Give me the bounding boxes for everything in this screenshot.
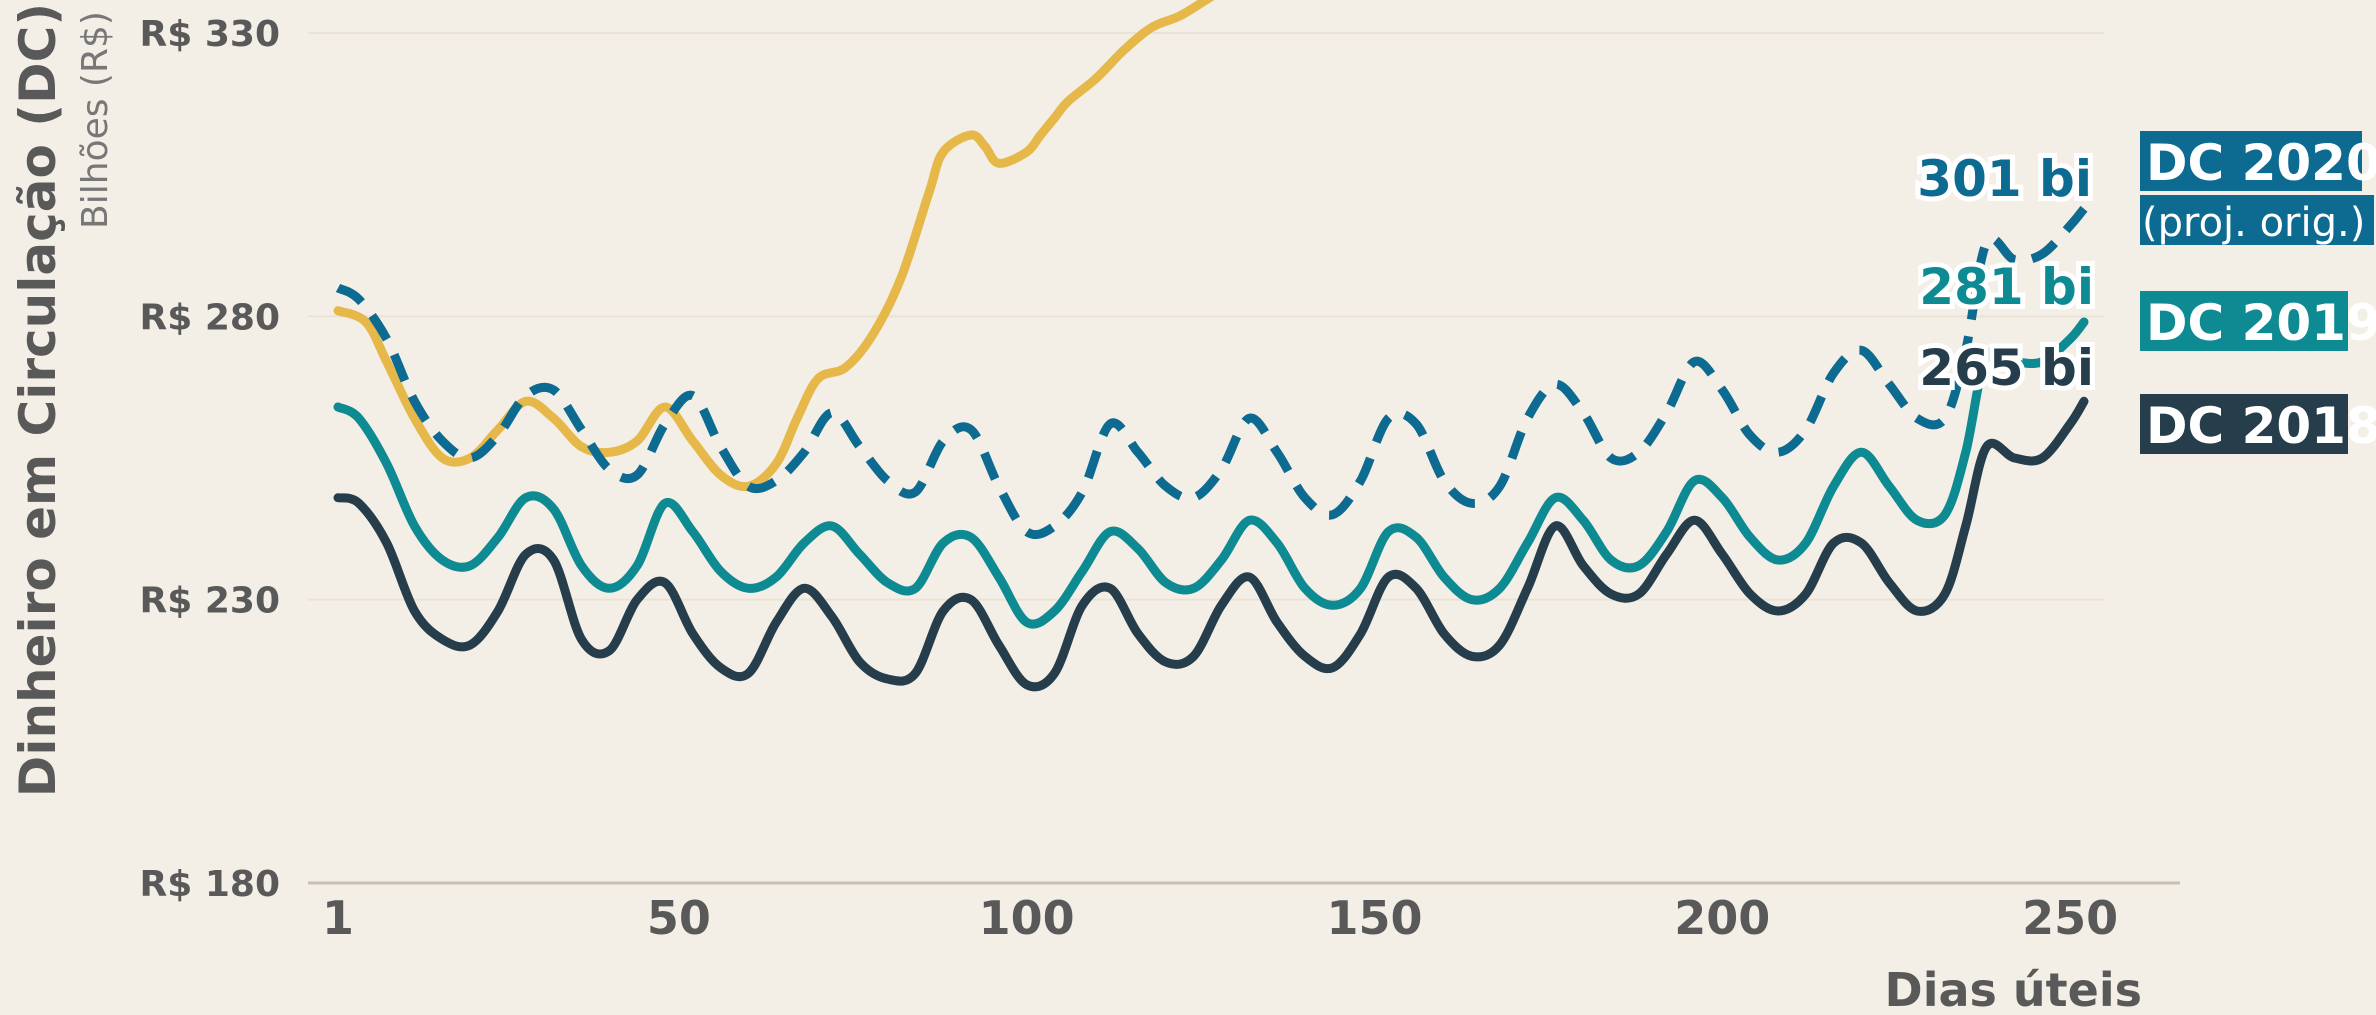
x-tick-label: 200 xyxy=(1674,891,1770,945)
end-label-dc2018: 265 bi xyxy=(1919,339,2094,397)
y-axis-title: Dinheiro em Circulação (DC) xyxy=(9,3,67,797)
legend-box-dc2020 xyxy=(2140,131,2362,191)
y-axis-title-group: Dinheiro em Circulação (DC) xyxy=(9,3,67,797)
legend-box-dc2019 xyxy=(2140,291,2348,351)
y-tick-label: R$ 230 xyxy=(140,581,280,622)
end-label-dc2020-proj: 301 bi xyxy=(1917,150,2092,208)
legend: DC 2020 (proj. orig.) DC 2019 DC 2018 xyxy=(2140,131,2376,455)
legend-box-dc2018 xyxy=(2140,394,2348,454)
x-tick-label: 250 xyxy=(2022,891,2118,945)
y-tick-label: R$ 330 xyxy=(140,14,280,55)
legend-label-dc2020-sub: (proj. orig.) xyxy=(2142,200,2365,246)
series-line-dc-2020-proj-orig xyxy=(335,205,2088,540)
y-tick-label: R$ 180 xyxy=(140,864,280,905)
series-line-dc-2019 xyxy=(333,317,2089,629)
y-axis-subtitle-group: Bilhões (R$) xyxy=(75,11,116,229)
legend-label-dc2020: DC 2020 xyxy=(2146,134,2376,192)
series-line-dc-2018 xyxy=(333,396,2089,692)
series-lines xyxy=(333,0,2089,692)
x-tick-label: 1 xyxy=(322,891,354,945)
y-tick-label: R$ 280 xyxy=(140,297,280,338)
x-axis-ticks: 1 50 100 150 200 250 xyxy=(322,891,2118,945)
x-tick-label: 150 xyxy=(1326,891,1422,945)
x-axis-title: Dias úteis xyxy=(1885,963,2142,1015)
legend-box-dc2020-sub xyxy=(2140,195,2374,245)
legend-label-dc2019: DC 2019 xyxy=(2146,294,2376,352)
legend-label-dc2018: DC 2018 xyxy=(2146,397,2376,455)
y-axis-subtitle: Bilhões (R$) xyxy=(75,11,116,229)
x-tick-label: 50 xyxy=(647,891,711,945)
end-label-dc2019: 281 bi xyxy=(1919,258,2094,316)
x-tick-label: 100 xyxy=(979,891,1075,945)
series-line-dc-2020 xyxy=(333,0,1215,492)
end-value-labels: 301 bi 281 bi 265 bi xyxy=(1912,145,2099,402)
y-axis-ticks: R$ 180 R$ 230 R$ 280 R$ 330 xyxy=(140,14,280,905)
gridlines xyxy=(308,32,2104,601)
